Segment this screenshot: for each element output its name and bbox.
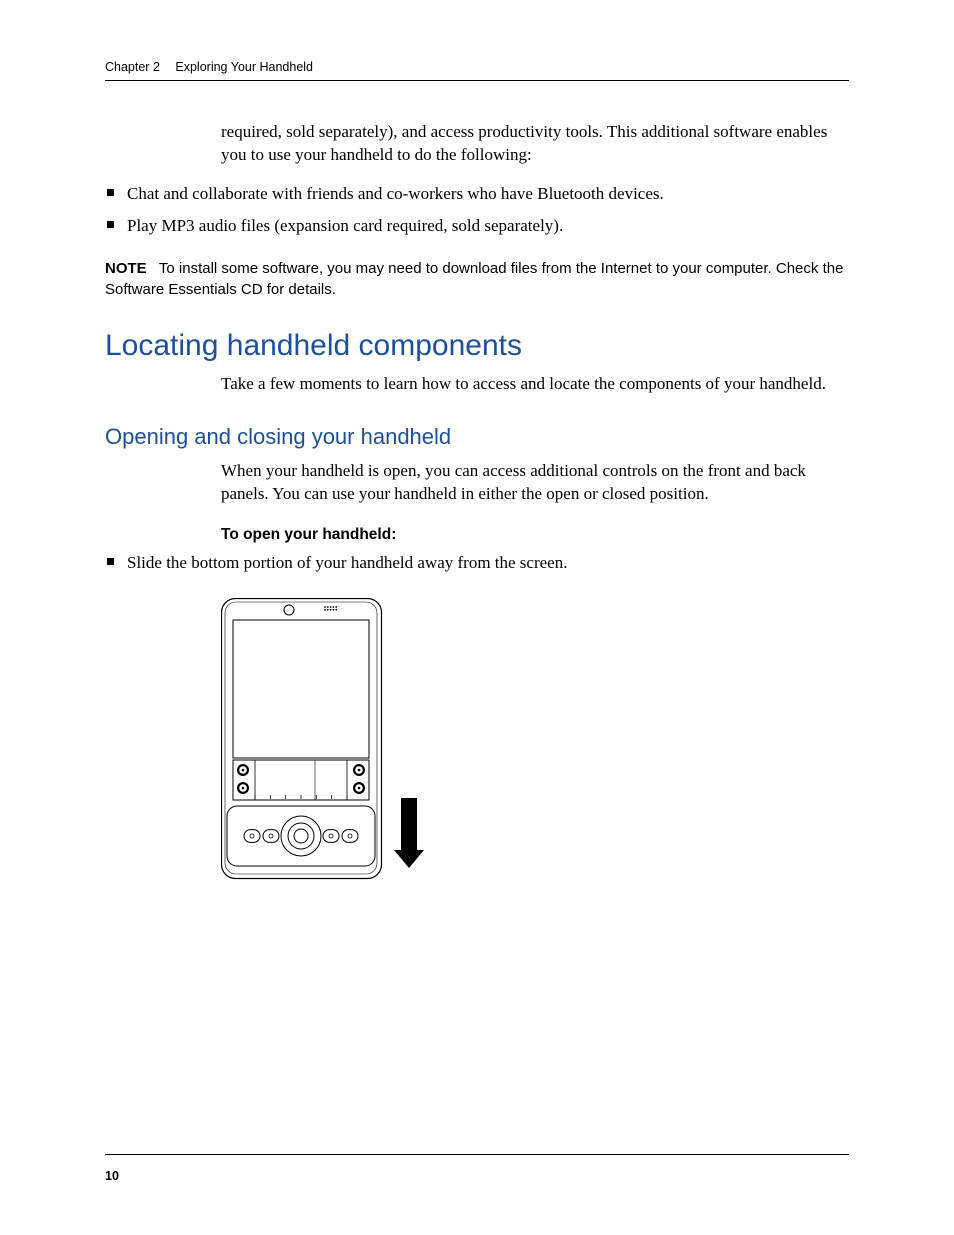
- list-item: Play MP3 audio files (expansion card req…: [105, 213, 849, 239]
- handheld-illustration: [221, 598, 451, 888]
- chapter-title: Exploring Your Handheld: [175, 60, 313, 74]
- chapter-label: Chapter 2: [105, 60, 160, 74]
- intro-bullets: Chat and collaborate with friends and co…: [105, 181, 849, 240]
- h1-body: Take a few moments to learn how to acces…: [221, 373, 849, 396]
- step-bullets: Slide the bottom portion of your handhel…: [105, 550, 849, 576]
- figure: [221, 598, 849, 898]
- heading-3: To open your handheld:: [221, 526, 849, 544]
- running-header: Chapter 2 Exploring Your Handheld: [105, 60, 849, 74]
- page: Chapter 2 Exploring Your Handheld requir…: [0, 0, 954, 1235]
- note-block: NOTE To install some software, you may n…: [105, 258, 849, 302]
- h2-body: When your handheld is open, you can acce…: [221, 460, 849, 506]
- heading-1: Locating handheld components: [105, 329, 849, 363]
- note-label: NOTE: [105, 260, 147, 277]
- list-item: Chat and collaborate with friends and co…: [105, 181, 849, 207]
- intro-paragraph: required, sold separately), and access p…: [221, 121, 849, 167]
- note-text: To install some software, you may need t…: [105, 260, 843, 299]
- header-rule: [105, 80, 849, 81]
- list-item: Slide the bottom portion of your handhel…: [105, 550, 849, 576]
- footer-rule: [105, 1154, 849, 1155]
- heading-2: Opening and closing your handheld: [105, 424, 849, 450]
- page-number: 10: [105, 1169, 119, 1183]
